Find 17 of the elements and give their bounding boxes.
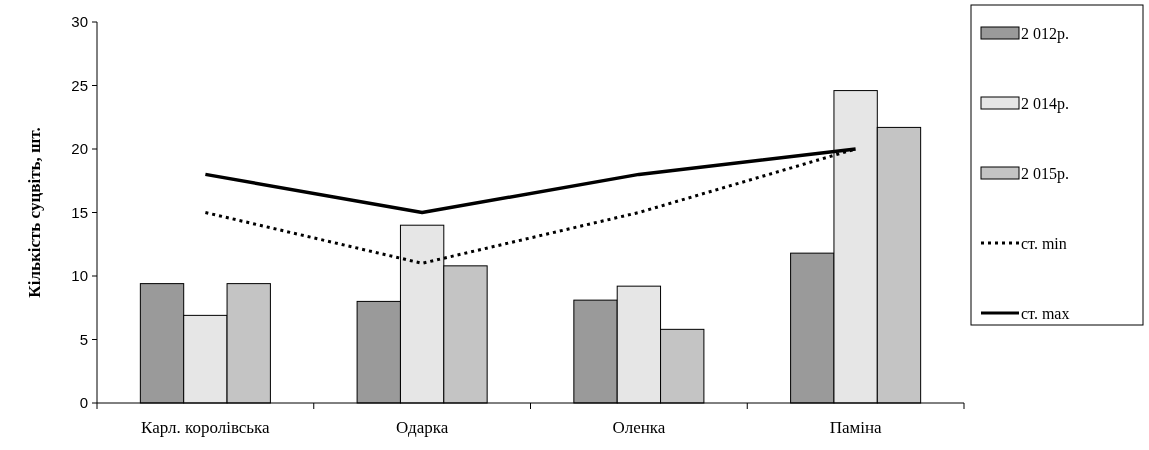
y-tick-label: 30	[71, 13, 88, 31]
legend-label: ст. max	[1021, 304, 1070, 322]
legend-label: 2 012р.	[1021, 24, 1069, 43]
legend-label: 2 015р.	[1021, 164, 1069, 183]
legend-label: 2 014р.	[1021, 94, 1069, 113]
x-tick-label: Паміна	[829, 418, 883, 437]
y-tick-label: 10	[71, 267, 88, 285]
y-tick-label: 20	[71, 140, 88, 158]
y-tick-label: 25	[71, 76, 88, 94]
y-tick-label: 15	[71, 203, 88, 221]
y-tick-label: 5	[79, 330, 88, 348]
x-tick-label: Карл. королівська	[141, 418, 271, 437]
x-tick-label: Оленка	[612, 418, 666, 437]
y-axis-title: Кількість суцвіть, шт.	[25, 127, 44, 298]
legend-label: ст. min	[1021, 234, 1067, 252]
y-tick-label: 0	[79, 394, 88, 412]
x-tick-label: Одарка	[395, 418, 449, 437]
